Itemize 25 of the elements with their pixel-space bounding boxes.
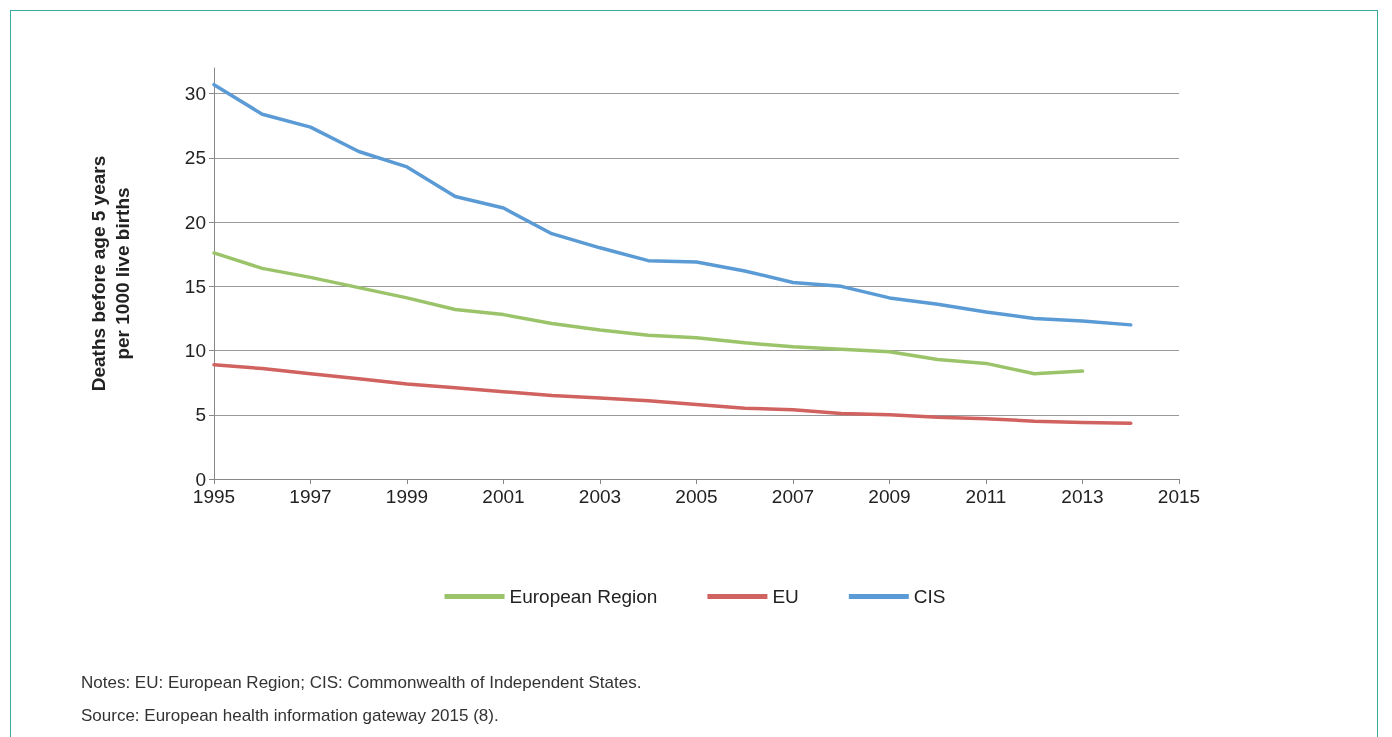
x-tick-label: 1999 <box>385 486 429 507</box>
x-tick-label: 2011 <box>965 486 1007 507</box>
legend-label: European Region <box>509 586 658 607</box>
x-tick-label: 2009 <box>868 486 911 507</box>
y-tick-label: 20 <box>184 211 206 233</box>
x-tick-label: 2005 <box>675 486 718 507</box>
y-tick-label: 10 <box>184 340 206 362</box>
line-series <box>212 362 1133 425</box>
legend-label: EU <box>772 586 799 607</box>
x-tick-label: 2001 <box>482 486 525 507</box>
y-tick-label: 15 <box>184 275 206 297</box>
line-series <box>212 82 1133 327</box>
legend-label: CIS <box>913 586 946 607</box>
x-tick-label: 1997 <box>289 486 332 507</box>
y-axis-title: Deaths before age 5 years per 1000 live births <box>87 155 133 392</box>
y-tick-label: 5 <box>195 404 206 426</box>
x-tick-label: 2013 <box>1061 486 1104 507</box>
source-note: Source: European health information gateway 2015 (8). <box>81 705 500 727</box>
line-series <box>212 251 1085 376</box>
x-tick-label: 2003 <box>578 486 622 507</box>
x-tick-label: 2015 <box>1157 486 1201 507</box>
y-tick-label: 30 <box>184 83 206 105</box>
y-tick-label: 25 <box>184 147 206 169</box>
x-tick-label: 2007 <box>771 486 815 507</box>
text: Notes: EU: European Region; CIS: Commonwealth of Independent States. <box>81 672 642 694</box>
